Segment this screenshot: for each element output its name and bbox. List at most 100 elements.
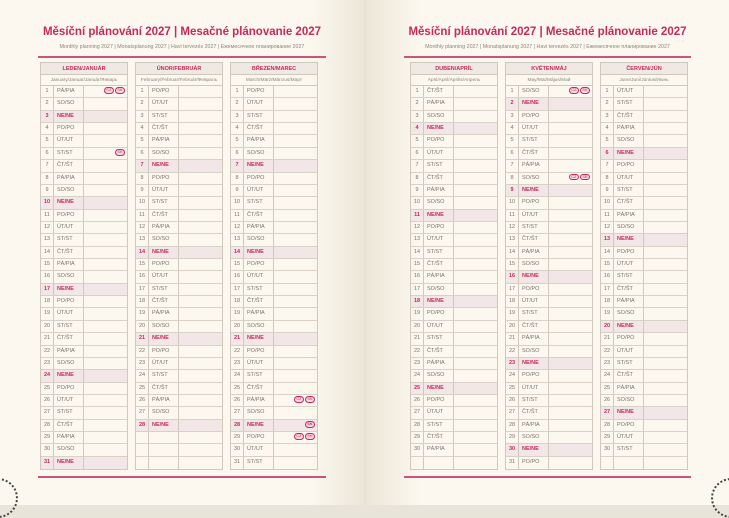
day-row[interactable]: 13 ČT/ŠT bbox=[506, 234, 592, 247]
notes-cell[interactable] bbox=[549, 444, 592, 455]
notes-cell[interactable] bbox=[549, 222, 592, 233]
notes-cell[interactable] bbox=[644, 296, 687, 307]
notes-cell[interactable] bbox=[274, 296, 317, 307]
day-row[interactable]: 9 NE/NE bbox=[506, 184, 592, 198]
notes-cell[interactable] bbox=[179, 98, 222, 109]
day-row[interactable]: 29 ÚT/UT bbox=[601, 432, 687, 445]
notes-cell[interactable] bbox=[644, 148, 687, 159]
day-row[interactable]: 7 NE/NE bbox=[231, 160, 317, 173]
day-row[interactable]: 30 PÁ/PIA bbox=[411, 444, 497, 457]
notes-cell[interactable] bbox=[179, 358, 222, 369]
day-row[interactable]: 22 PO/PO bbox=[231, 345, 317, 358]
notes-cell[interactable] bbox=[84, 111, 127, 122]
day-row[interactable]: 9 PÁ/PIA bbox=[411, 184, 497, 198]
notes-cell[interactable] bbox=[84, 185, 127, 196]
notes-cell[interactable] bbox=[179, 370, 222, 381]
day-row[interactable]: 27 ST/ST bbox=[41, 407, 127, 420]
day-row[interactable]: 30 ST/ST bbox=[601, 444, 687, 457]
notes-cell[interactable] bbox=[179, 148, 222, 159]
notes-cell[interactable] bbox=[454, 185, 497, 196]
day-row[interactable]: 20 NE/NE bbox=[601, 320, 687, 334]
notes-cell[interactable] bbox=[549, 333, 592, 344]
notes-cell[interactable]: CZ SK bbox=[84, 86, 127, 97]
notes-cell[interactable] bbox=[274, 111, 317, 122]
notes-cell[interactable] bbox=[179, 259, 222, 270]
day-row[interactable]: 11 ÚT/UT bbox=[506, 209, 592, 222]
day-row[interactable]: 16 ÚT/UT bbox=[231, 271, 317, 284]
day-row[interactable]: 24 ST/ST bbox=[136, 370, 222, 383]
notes-cell[interactable] bbox=[644, 358, 687, 369]
day-row[interactable]: 30 ÚT/UT bbox=[231, 444, 317, 457]
notes-cell[interactable] bbox=[644, 271, 687, 282]
day-row[interactable]: 28 NE/NE bbox=[136, 419, 222, 433]
day-row[interactable]: 7 PO/PO bbox=[601, 160, 687, 173]
notes-cell[interactable] bbox=[454, 173, 497, 184]
notes-cell[interactable] bbox=[179, 86, 222, 97]
notes-cell[interactable] bbox=[644, 346, 687, 357]
day-row[interactable]: 3 NE/NE bbox=[41, 110, 127, 124]
day-row[interactable]: 20 SO/SO bbox=[136, 320, 222, 334]
notes-cell[interactable] bbox=[644, 333, 687, 344]
notes-cell[interactable] bbox=[179, 234, 222, 245]
day-row[interactable]: 3 ST/ST bbox=[231, 110, 317, 124]
notes-cell[interactable] bbox=[274, 346, 317, 357]
notes-cell[interactable] bbox=[84, 160, 127, 171]
notes-cell[interactable] bbox=[274, 135, 317, 146]
day-row[interactable]: 23 ÚT/UT bbox=[136, 357, 222, 371]
notes-cell[interactable] bbox=[84, 444, 127, 455]
notes-cell[interactable] bbox=[454, 346, 497, 357]
notes-cell[interactable] bbox=[274, 444, 317, 455]
day-row[interactable]: 4 ÚT/UT bbox=[506, 123, 592, 136]
day-row[interactable]: 20 ČT/ŠT bbox=[506, 320, 592, 334]
notes-cell[interactable] bbox=[84, 333, 127, 344]
day-row[interactable]: 28 ST/ST bbox=[411, 419, 497, 433]
notes-cell[interactable] bbox=[179, 321, 222, 332]
notes-cell[interactable] bbox=[549, 284, 592, 295]
day-row[interactable]: 29 PO/PO CZ SK bbox=[231, 432, 317, 445]
notes-cell[interactable] bbox=[84, 370, 127, 381]
day-row[interactable]: 25 ČT/ŠT bbox=[136, 382, 222, 395]
notes-cell[interactable] bbox=[179, 395, 222, 406]
day-row[interactable]: 26 PÁ/PIA bbox=[136, 394, 222, 408]
notes-cell[interactable] bbox=[274, 148, 317, 159]
day-row[interactable]: 14 NE/NE bbox=[231, 246, 317, 260]
day-row[interactable]: 27 SO/SO bbox=[136, 407, 222, 420]
notes-cell[interactable] bbox=[549, 457, 592, 469]
notes-cell[interactable] bbox=[549, 395, 592, 406]
notes-cell[interactable] bbox=[549, 111, 592, 122]
notes-cell[interactable] bbox=[644, 407, 687, 418]
day-row[interactable]: 26 PO/PO bbox=[411, 394, 497, 408]
notes-cell[interactable] bbox=[549, 321, 592, 332]
day-row[interactable]: 2 ST/ST bbox=[601, 98, 687, 111]
day-row[interactable]: 6 NE/NE bbox=[601, 147, 687, 161]
notes-cell[interactable] bbox=[274, 98, 317, 109]
notes-cell[interactable] bbox=[454, 333, 497, 344]
notes-cell[interactable] bbox=[84, 321, 127, 332]
notes-cell[interactable] bbox=[549, 259, 592, 270]
day-row[interactable]: 13 SO/SO bbox=[231, 234, 317, 247]
notes-cell[interactable] bbox=[84, 308, 127, 319]
day-row[interactable]: 21 PO/PO bbox=[601, 333, 687, 346]
day-row[interactable]: 25 ÚT/UT bbox=[506, 382, 592, 395]
day-row[interactable]: 8 ÚT/UT bbox=[601, 172, 687, 185]
day-row[interactable]: 29 ČT/ŠT bbox=[411, 432, 497, 445]
day-row[interactable]: 26 PÁ/PIA CZ SK bbox=[231, 394, 317, 408]
day-row[interactable]: 18 ČT/ŠT bbox=[231, 296, 317, 309]
day-row[interactable]: 2 PÁ/PIA bbox=[411, 98, 497, 111]
notes-cell[interactable] bbox=[549, 407, 592, 418]
notes-cell[interactable] bbox=[454, 271, 497, 282]
notes-cell[interactable] bbox=[549, 123, 592, 134]
day-row[interactable]: 28 PÁ/PIA bbox=[506, 419, 592, 433]
notes-cell[interactable] bbox=[644, 111, 687, 122]
notes-cell[interactable] bbox=[179, 346, 222, 357]
day-row[interactable]: 14 ČT/ŠT bbox=[41, 246, 127, 260]
notes-cell[interactable] bbox=[454, 222, 497, 233]
day-row[interactable]: 12 SO/SO bbox=[601, 221, 687, 235]
day-row[interactable]: 5 ÚT/UT bbox=[41, 135, 127, 148]
day-row[interactable]: 9 ÚT/UT bbox=[136, 184, 222, 198]
day-row[interactable]: 22 SO/SO bbox=[506, 345, 592, 358]
notes-cell[interactable] bbox=[549, 247, 592, 258]
notes-cell[interactable] bbox=[644, 210, 687, 221]
day-row[interactable]: 7 ST/ST bbox=[411, 160, 497, 173]
notes-cell[interactable] bbox=[274, 197, 317, 208]
